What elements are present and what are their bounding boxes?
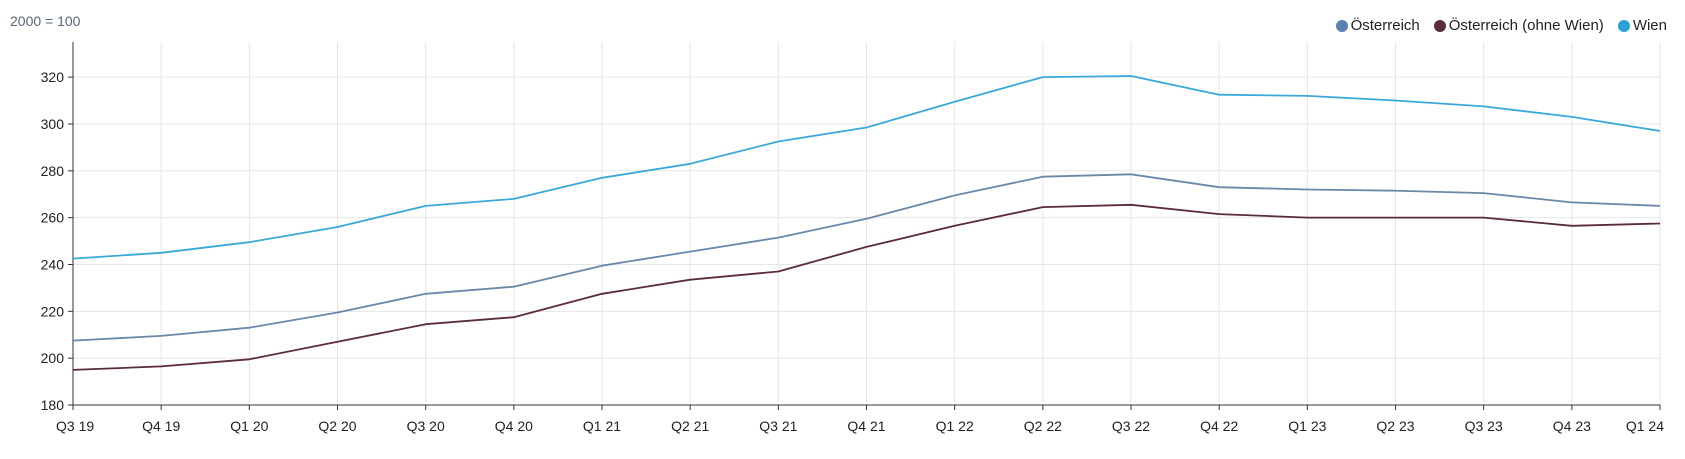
- legend-label: Österreich (ohne Wien): [1448, 17, 1604, 34]
- series-line-2: [72, 75, 1661, 260]
- legend: Österreich Österreich (ohne Wien) Wien: [1335, 17, 1667, 34]
- x-tick-label: Q2 23: [1376, 418, 1414, 434]
- x-tick-label: Q3 23: [1465, 418, 1503, 434]
- x-tick-label: Q4 19: [142, 418, 180, 434]
- x-tick-label: Q2 21: [671, 418, 709, 434]
- legend-dot-icon: [1335, 19, 1348, 32]
- x-tick-label: Q3 20: [407, 418, 445, 434]
- x-tick-label: Q3 21: [759, 418, 797, 434]
- legend-item-oesterreich-ohne-wien[interactable]: Österreich (ohne Wien): [1433, 17, 1604, 34]
- x-tick-label: Q4 21: [847, 418, 885, 434]
- x-tick-label: Q1 20: [230, 418, 268, 434]
- x-tick-label: Q4 22: [1200, 418, 1238, 434]
- x-tick-label: Q1 22: [936, 418, 974, 434]
- legend-item-oesterreich[interactable]: Österreich: [1335, 17, 1420, 34]
- x-tick-label: Q1 23: [1288, 418, 1326, 434]
- x-tick-label: Q4 23: [1553, 418, 1591, 434]
- x-tick-label: Q3 22: [1112, 418, 1150, 434]
- x-tick-label: Q1 21: [583, 418, 621, 434]
- y-tick-label: 280: [41, 163, 65, 179]
- y-tick-label: 200: [41, 350, 65, 366]
- y-tick-label: 300: [41, 116, 65, 132]
- x-tick-label: Q1 24: [1626, 418, 1664, 434]
- unit-label: 2000 = 100: [10, 13, 81, 29]
- y-tick-label: 240: [41, 256, 65, 272]
- x-tick-label: Q4 20: [495, 418, 533, 434]
- legend-item-wien[interactable]: Wien: [1617, 17, 1667, 34]
- x-tick-label: Q2 22: [1024, 418, 1062, 434]
- y-tick-label: 220: [41, 303, 65, 319]
- x-tick-label: Q3 19: [56, 418, 94, 434]
- legend-label: Österreich: [1350, 17, 1420, 34]
- x-tick-label: Q2 20: [318, 418, 356, 434]
- legend-dot-icon: [1433, 19, 1446, 32]
- y-tick-label: 260: [41, 210, 65, 226]
- series-line-1: [72, 203, 1661, 371]
- y-tick-label: 320: [41, 69, 65, 85]
- series-line-0: [72, 173, 1661, 342]
- legend-label: Wien: [1632, 17, 1667, 34]
- legend-dot-icon: [1617, 19, 1630, 32]
- y-tick-label: 180: [41, 397, 65, 413]
